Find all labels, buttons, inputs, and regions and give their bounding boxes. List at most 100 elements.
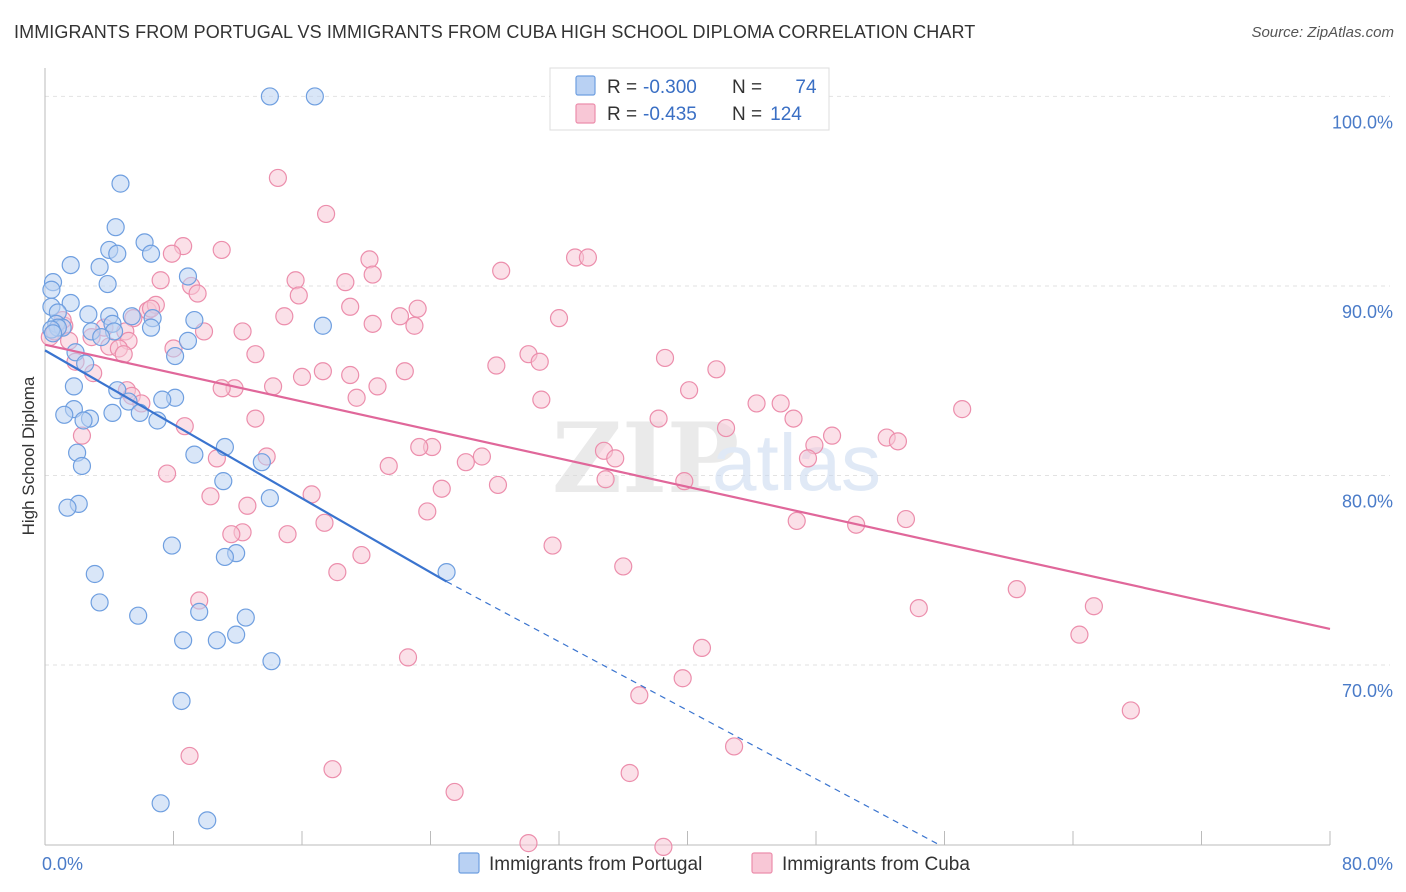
chart-title: IMMIGRANTS FROM PORTUGAL VS IMMIGRANTS F…: [14, 22, 976, 42]
cuba-point: [771, 394, 790, 413]
cuba-point: [487, 356, 506, 375]
cuba-point: [222, 525, 241, 544]
cuba-point: [360, 250, 379, 269]
portugal-point: [61, 293, 80, 313]
cuba-point: [1121, 701, 1140, 720]
cuba-point: [180, 746, 199, 766]
portugal-point: [72, 456, 92, 476]
portugal-point: [166, 346, 185, 366]
cuba-point: [289, 286, 308, 305]
cuba-point: [278, 525, 297, 544]
cuba-point: [692, 638, 712, 658]
bottom-legend-swatch-cuba: [751, 852, 773, 874]
cuba-trend-line: [44, 343, 1331, 631]
cuba-point: [188, 284, 207, 303]
portugal-point: [90, 593, 109, 612]
portugal-point: [153, 390, 172, 409]
cuba-point: [549, 309, 569, 328]
cuba-point: [246, 409, 265, 428]
y-tick-label: 100.0%: [1332, 112, 1393, 132]
cuba-point: [630, 686, 649, 705]
portugal-point: [76, 354, 95, 373]
trend-lines: [44, 343, 1331, 846]
portugal-point: [190, 602, 209, 622]
series-legend: Immigrants from Portugal Immigrants from…: [458, 852, 970, 875]
y-tick-label: 70.0%: [1342, 681, 1393, 701]
portugal-point: [172, 691, 191, 711]
portugal-point: [260, 489, 279, 508]
portugal-point: [162, 536, 181, 555]
cuba-point: [649, 409, 668, 428]
portugal-point: [215, 547, 234, 567]
portugal-point: [58, 498, 77, 517]
portugal-point: [119, 392, 138, 411]
cuba-point: [953, 400, 972, 419]
cuba-point: [724, 737, 744, 756]
cuba-point: [543, 536, 562, 555]
cuba-point: [352, 545, 371, 565]
portugal-point: [185, 310, 204, 330]
portugal-point: [141, 318, 161, 337]
portugal-point: [207, 631, 226, 650]
cuba-point: [390, 307, 410, 326]
portugal-point: [130, 403, 149, 423]
portugal-point: [236, 608, 255, 627]
cuba-point: [405, 316, 424, 335]
cuba-point: [151, 271, 170, 290]
portugal-point: [43, 324, 63, 343]
cuba-point: [888, 432, 908, 451]
cuba-point: [72, 426, 92, 445]
cuba-point: [798, 449, 818, 468]
cuba-point: [368, 377, 387, 396]
portugal-point: [178, 331, 198, 350]
portugal-point: [98, 274, 117, 294]
cuba-point: [596, 470, 615, 489]
cuba-point: [488, 475, 508, 495]
cuba-point: [654, 837, 673, 856]
legend-n-label-cuba: N =: [732, 104, 762, 125]
portugal-point: [90, 257, 109, 277]
portugal-point: [92, 328, 111, 347]
portugal-point: [151, 794, 170, 813]
cuba-point: [1070, 625, 1089, 644]
portugal-point: [174, 631, 193, 650]
legend-r-label-cuba: R =: [607, 104, 637, 125]
cuba-point: [212, 240, 231, 260]
cuba-point: [418, 502, 437, 521]
watermark-atlas: atlas: [712, 418, 881, 507]
y-tick-label: 90.0%: [1342, 302, 1393, 322]
grid-lines: [45, 95, 1390, 666]
x-minor-ticks: [44, 831, 1331, 845]
cuba-point: [519, 834, 538, 853]
cuba-point: [410, 437, 429, 457]
cuba-point: [472, 447, 491, 466]
cuba-point: [341, 297, 360, 316]
x-tick-label: 0.0%: [42, 854, 83, 874]
portugal-point: [108, 244, 127, 263]
cuba-point: [620, 763, 639, 783]
cuba-point: [395, 362, 414, 381]
cuba-point: [822, 426, 842, 445]
y-tick-label: 80.0%: [1342, 491, 1393, 511]
cuba-point: [707, 360, 726, 379]
cuba-point: [673, 669, 692, 688]
x-tick-labels: 0.0% 80.0%: [42, 854, 1393, 874]
cuba-point: [328, 563, 347, 582]
cuba-point: [347, 388, 366, 407]
portugal-point: [178, 267, 198, 286]
cuba-point: [316, 204, 336, 224]
cuba-point: [162, 244, 181, 263]
cuba-point: [323, 760, 342, 779]
portugal-point: [79, 305, 98, 324]
portugal-point: [227, 625, 246, 644]
portugal-point: [141, 244, 161, 263]
portugal-point: [106, 218, 125, 237]
y-tick-labels: 100.0% 90.0% 80.0% 70.0%: [1332, 112, 1393, 701]
x-tick-label: 80.0%: [1342, 854, 1393, 874]
cuba-point: [363, 314, 382, 333]
legend-swatch-portugal: [575, 75, 596, 96]
portugal-point: [122, 307, 141, 326]
portugal-point: [262, 652, 281, 671]
cuba-point: [456, 453, 475, 472]
